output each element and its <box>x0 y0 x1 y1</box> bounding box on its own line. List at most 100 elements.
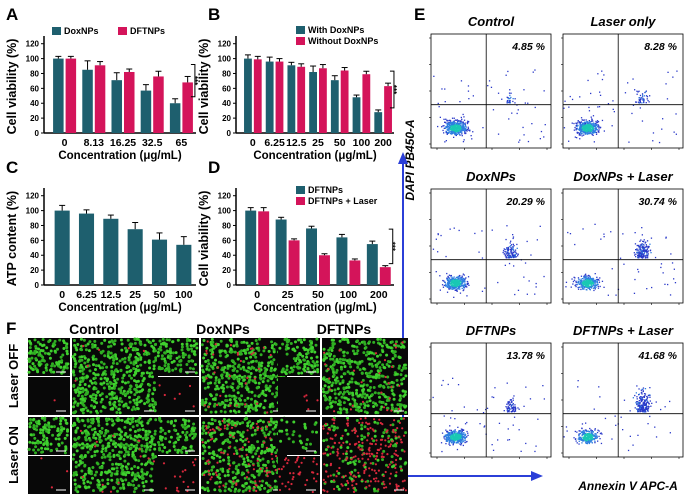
live-cell <box>378 353 382 357</box>
flow-event-dot <box>641 410 643 412</box>
dead-cell <box>246 376 249 379</box>
flow-event-dot <box>465 284 467 286</box>
flow-event-dot <box>507 257 510 259</box>
y-tick-label: 20 <box>30 266 39 275</box>
flow-event-dot <box>644 242 646 244</box>
microscopy-tile-green <box>156 337 199 376</box>
live-cell <box>153 402 157 406</box>
live-cell <box>224 399 228 402</box>
flow-event-dot <box>443 435 445 438</box>
flow-event-dot <box>446 120 449 122</box>
live-cell <box>33 364 37 368</box>
flow-event-dot <box>510 250 512 252</box>
flow-event-dot <box>651 286 653 289</box>
flow-event-dot <box>506 257 508 259</box>
flow-event-dot <box>587 126 589 128</box>
live-cell <box>180 342 184 346</box>
flow-event-dot <box>647 257 649 259</box>
flow-event-dot <box>598 279 600 281</box>
flow-event-dot <box>458 430 460 432</box>
flow-event-dot <box>641 93 644 95</box>
flow-plot-title: DFTNPs <box>466 323 517 338</box>
dead-cell <box>188 384 192 388</box>
flow-event-dot <box>586 439 588 442</box>
flow-event-dot <box>453 285 455 287</box>
dead-cell <box>229 404 232 407</box>
flow-event-dot <box>448 435 450 437</box>
live-cell <box>313 362 317 366</box>
microscopy-tile-red <box>157 377 199 415</box>
dead-cell <box>316 399 319 402</box>
microscopy-tile-green <box>27 338 70 376</box>
live-cell <box>274 375 278 379</box>
bar-dftnps <box>153 76 164 133</box>
flow-event-dot <box>439 289 441 291</box>
flow-event-dot <box>639 100 641 102</box>
flow-event-dot <box>460 437 462 439</box>
flow-event-dot <box>447 128 450 130</box>
flow-event-dot <box>458 131 460 133</box>
flow-event-dot <box>601 78 604 81</box>
flow-event-dot <box>457 278 459 281</box>
live-cell <box>124 346 127 350</box>
flow-event-dot <box>446 279 449 281</box>
live-cell <box>313 350 317 354</box>
live-cell <box>258 404 262 408</box>
live-cell <box>340 375 344 379</box>
flow-event-dot <box>588 275 591 277</box>
live-cell <box>258 369 262 373</box>
live-cell <box>271 344 274 347</box>
live-cell <box>221 366 225 370</box>
flow-event-dot <box>497 92 500 94</box>
flow-event-dot <box>450 124 453 126</box>
flow-event-dot <box>464 124 466 126</box>
live-cell <box>200 364 204 368</box>
flow-event-dot <box>646 399 648 401</box>
flow-event-dot <box>567 231 569 234</box>
flow-event-dot <box>647 410 649 412</box>
flow-event-dot <box>637 91 639 93</box>
flow-event-dot <box>647 423 649 425</box>
flow-event-dot <box>589 283 591 285</box>
live-cell <box>346 390 349 393</box>
y-tick-label: 0 <box>227 129 232 138</box>
flow-event-dot <box>464 439 466 441</box>
flow-event-dot <box>459 288 461 290</box>
flow-event-dot <box>450 121 452 124</box>
flow-event-dot <box>565 426 568 428</box>
flow-event-dot <box>509 255 511 257</box>
flow-event-dot <box>642 396 644 398</box>
flow-event-dot <box>508 252 510 254</box>
live-cell <box>255 408 259 412</box>
flow-event-dot <box>459 122 461 124</box>
live-cell <box>73 365 77 369</box>
flow-event-dot <box>635 401 638 403</box>
flow-event-dot <box>506 403 508 405</box>
flow-event-dot <box>463 123 465 125</box>
live-cell <box>253 399 257 403</box>
flow-event-dot <box>590 441 593 443</box>
flow-event-dot <box>643 404 646 406</box>
flow-event-dot <box>490 86 493 88</box>
flow-dots <box>563 380 671 452</box>
flow-event-dot <box>644 411 646 413</box>
flow-event-dot <box>590 286 593 288</box>
flow-event-dot <box>463 406 465 408</box>
flow-event-dot <box>519 139 521 141</box>
legend-swatch <box>296 26 305 34</box>
flow-event-dot <box>506 96 508 98</box>
flow-event-dot <box>649 400 651 402</box>
live-cell <box>143 360 147 364</box>
flow-event-dot <box>510 96 512 99</box>
live-cell <box>342 354 346 358</box>
live-cell <box>74 410 78 414</box>
flow-event-dot <box>440 234 442 237</box>
live-cell <box>369 386 372 389</box>
flow-event-dot <box>590 431 592 433</box>
live-cell <box>172 359 176 363</box>
flow-event-dot <box>632 397 634 399</box>
bar-dftnps-laser <box>288 240 300 285</box>
flow-event-dot <box>460 80 463 82</box>
flow-event-dot <box>673 278 675 280</box>
flow-event-dot <box>594 223 596 225</box>
